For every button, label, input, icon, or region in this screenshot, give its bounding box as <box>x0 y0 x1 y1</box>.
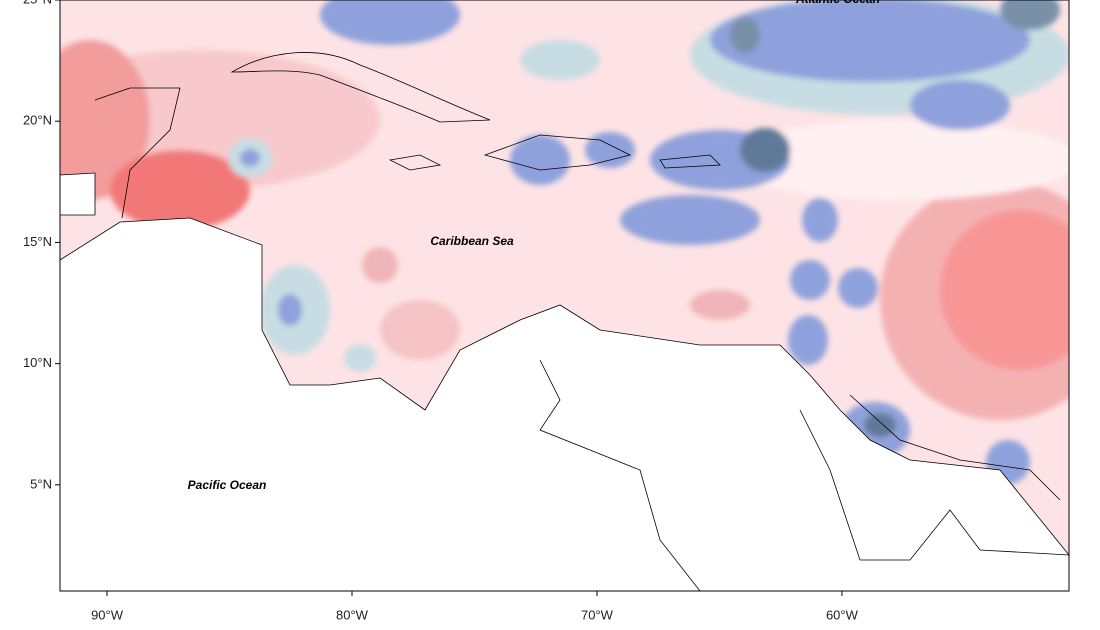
x-tick-label: 90°W <box>91 607 124 622</box>
x-tick-label: 70°W <box>581 607 614 622</box>
y-tick-label: 5°N <box>30 476 52 491</box>
jamaica <box>388 154 442 171</box>
coastline <box>60 172 96 216</box>
frame <box>59 0 1070 592</box>
field <box>60 0 1069 591</box>
y-tick-label: 20°N <box>23 113 52 128</box>
cuba <box>230 52 491 123</box>
y-tick-label: 10°N <box>23 355 52 370</box>
coastline <box>94 87 181 219</box>
land <box>60 173 95 215</box>
ocean-label: Caribbean Sea <box>430 234 514 248</box>
x-tick-label: 80°W <box>336 607 369 622</box>
hispaniola <box>483 134 632 171</box>
puerto-rico <box>659 154 721 169</box>
border <box>849 394 1061 501</box>
y-tick-label: 15°N <box>23 234 52 249</box>
border <box>799 409 1069 561</box>
y-tick-label: 25°N <box>23 0 52 6</box>
coastline <box>60 217 1069 556</box>
land <box>60 218 1069 591</box>
border <box>539 359 701 591</box>
x-tick-label: 60°W <box>826 607 859 622</box>
ocean-label: Atlantic Ocean <box>795 0 880 6</box>
ocean-label: Pacific Ocean <box>188 478 267 492</box>
